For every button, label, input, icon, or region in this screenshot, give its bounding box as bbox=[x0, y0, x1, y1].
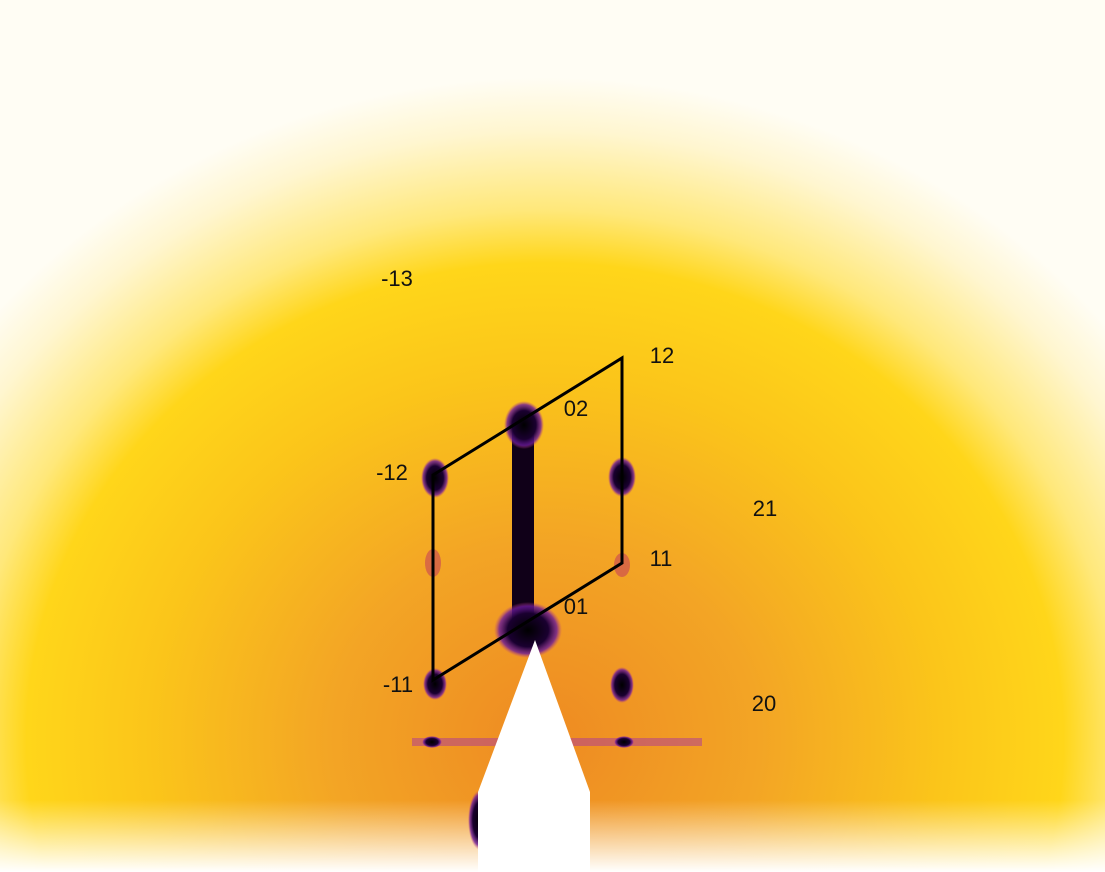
peak-label: 21 bbox=[753, 496, 777, 521]
peak-label: 01 bbox=[564, 594, 588, 619]
peak-label: 11 bbox=[650, 546, 673, 571]
peak-label: 20 bbox=[752, 691, 776, 716]
spot bbox=[494, 602, 562, 658]
spot bbox=[504, 401, 544, 449]
diffraction-image: -13 12 02 -12 21 11 01 -11 20 bbox=[0, 0, 1105, 872]
peak-label: 02 bbox=[564, 396, 588, 421]
spot bbox=[422, 736, 442, 748]
peak-label: -13 bbox=[381, 266, 413, 291]
spot bbox=[421, 458, 449, 498]
peak-label: 12 bbox=[650, 343, 674, 368]
page: -13 12 02 -12 21 11 01 -11 20 (() => { c… bbox=[0, 0, 1105, 872]
peak-label: -12 bbox=[376, 460, 408, 485]
spot bbox=[614, 736, 634, 748]
peak-label: -11 bbox=[383, 672, 413, 697]
spot bbox=[610, 667, 634, 703]
